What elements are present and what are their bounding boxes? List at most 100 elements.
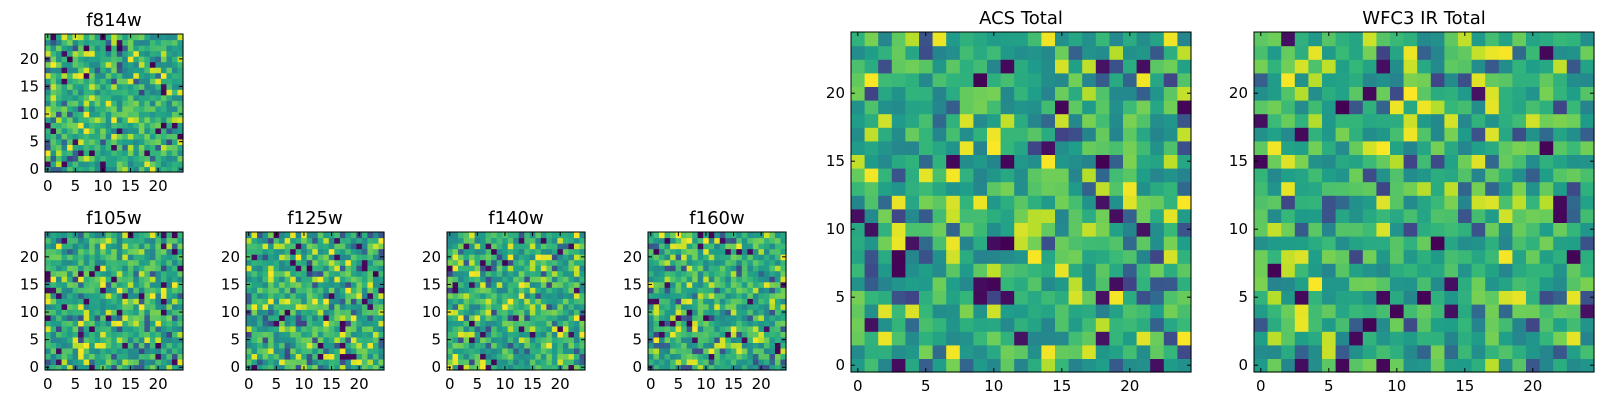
heatmap-cell <box>1055 317 1070 332</box>
heatmap-cell <box>160 122 168 129</box>
heatmap-cell <box>1444 195 1459 210</box>
heatmap-cell <box>659 303 666 310</box>
heatmap-cell <box>45 314 52 321</box>
heatmap-cell <box>463 281 470 288</box>
heatmap-cell <box>780 331 787 338</box>
heatmap-cell <box>166 358 173 366</box>
heatmap-cell <box>763 298 771 305</box>
heatmap-cell <box>1150 32 1165 47</box>
heatmap-cell <box>56 281 63 288</box>
heatmap-cell <box>452 358 459 366</box>
heatmap-cell <box>356 303 363 310</box>
heatmap-cell <box>122 265 129 272</box>
heatmap-cell <box>312 364 319 371</box>
heatmap-cell <box>1430 168 1445 183</box>
heatmap-cell <box>1177 195 1192 210</box>
heatmap-cell <box>1163 127 1178 142</box>
heatmap-cell <box>1294 154 1309 169</box>
heatmap-cell <box>708 309 715 316</box>
heatmap-cell <box>769 287 776 294</box>
heatmap-cell <box>133 160 140 168</box>
heatmap-cell <box>1498 317 1513 332</box>
heatmap-cell <box>78 342 85 349</box>
heatmap-cell <box>144 72 151 79</box>
heatmap-cell <box>301 292 308 299</box>
heatmap-cell <box>524 303 531 310</box>
heatmap-cell <box>1512 249 1527 264</box>
heatmap-cell <box>507 347 514 355</box>
heatmap-cell <box>138 331 145 338</box>
heatmap-cell <box>323 303 330 310</box>
y-tick-label: 0 <box>29 160 39 178</box>
heatmap-cell <box>1163 195 1178 210</box>
heatmap-cell <box>251 303 258 310</box>
heatmap-cell <box>50 336 57 343</box>
heatmap-cell <box>56 287 63 294</box>
heatmap-cell <box>529 320 536 327</box>
heatmap-cell <box>568 243 575 250</box>
heatmap-cell <box>1539 32 1554 47</box>
heatmap-cell <box>295 314 302 321</box>
heatmap-cell <box>491 281 498 288</box>
heatmap-cell <box>763 237 771 244</box>
heatmap-cell <box>83 94 90 101</box>
heatmap-cell <box>485 364 492 371</box>
heatmap-cell <box>725 314 732 321</box>
heatmap-cell <box>769 353 776 360</box>
heatmap-cell <box>166 325 173 332</box>
heatmap-cell <box>127 50 134 57</box>
heatmap-cell <box>78 287 85 294</box>
heatmap-cell <box>144 303 151 310</box>
heatmap-cell <box>61 342 68 349</box>
heatmap-cell <box>94 243 101 250</box>
heatmap-cell <box>562 336 570 343</box>
heatmap-cell <box>273 353 280 360</box>
heatmap-cell <box>551 254 558 261</box>
heatmap-cell <box>301 353 308 360</box>
heatmap-cell <box>177 50 184 57</box>
heatmap-cell <box>736 259 743 266</box>
heatmap-cell <box>372 336 380 343</box>
heatmap-cell <box>1362 45 1377 60</box>
heatmap-cell <box>116 353 123 360</box>
heatmap-cell <box>648 331 655 338</box>
heatmap-cell <box>116 144 123 151</box>
heatmap-cell <box>524 331 531 338</box>
heatmap-cell <box>155 287 162 294</box>
axes-frame <box>850 31 1192 373</box>
heatmap-cell <box>648 358 655 366</box>
heatmap-cell <box>758 309 765 316</box>
heatmap-cell <box>94 232 101 239</box>
heatmap-cell <box>1254 86 1269 101</box>
heatmap-cell <box>317 298 324 305</box>
heatmap-cell <box>1281 263 1296 278</box>
heatmap-cell <box>1136 195 1151 210</box>
heatmap-cell <box>1403 331 1418 346</box>
heatmap-cell <box>367 314 374 321</box>
heatmap-cell <box>878 86 893 101</box>
heatmap-cell <box>94 342 101 349</box>
heatmap-cell <box>741 325 748 332</box>
heatmap-cell <box>659 254 666 261</box>
heatmap-cell <box>518 287 525 294</box>
heatmap-cell <box>664 276 671 283</box>
heatmap-cell <box>251 232 258 239</box>
heatmap-cell <box>251 276 258 283</box>
heatmap-cell <box>262 309 269 316</box>
heatmap-cell <box>1136 317 1151 332</box>
heatmap-cell <box>246 243 253 250</box>
heatmap-cell <box>89 45 96 52</box>
heatmap-cell <box>1163 154 1178 169</box>
heatmap-cell <box>763 320 771 327</box>
heatmap-cell <box>78 39 85 46</box>
heatmap-cell <box>138 72 145 79</box>
heatmap-cell <box>1335 181 1350 196</box>
heatmap-cell <box>675 336 682 343</box>
heatmap-cell <box>675 259 682 266</box>
heatmap-cell <box>149 78 156 85</box>
heatmap-cell <box>1294 331 1309 346</box>
heatmap-cell <box>122 89 129 96</box>
heatmap-cell <box>535 270 542 277</box>
heatmap-cell <box>736 270 743 277</box>
heatmap-cell <box>372 358 380 366</box>
